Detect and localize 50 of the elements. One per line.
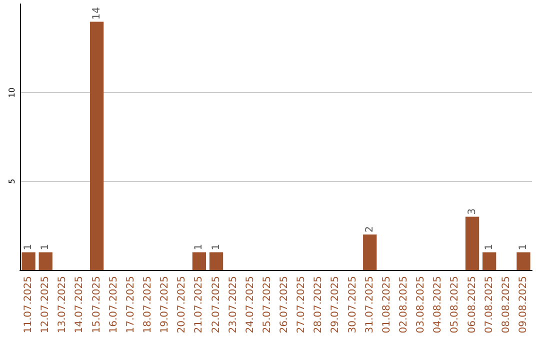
x-tick-label: 25.07.2025 — [262, 276, 273, 334]
x-tick-label: 26.07.2025 — [279, 276, 290, 334]
x-tick-label: 28.07.2025 — [313, 276, 324, 334]
x-tick-label: 24.07.2025 — [244, 276, 256, 334]
data-label: 1 — [23, 244, 34, 250]
x-tick-label: 30.07.2025 — [347, 276, 358, 334]
data-label: 2 — [364, 226, 376, 233]
x-tick-label: 15.07.2025 — [91, 276, 102, 334]
x-tick-label: 27.07.2025 — [296, 276, 308, 334]
x-tick-label: 08.08.2025 — [500, 276, 512, 334]
y-tick-label: 10 — [8, 88, 16, 98]
bar — [482, 252, 496, 270]
x-tick-label: 04.08.2025 — [432, 276, 444, 334]
bar — [209, 252, 224, 270]
x-tick-label: 19.07.2025 — [160, 276, 171, 334]
bar — [516, 252, 530, 270]
x-tick-label: 29.07.2025 — [330, 276, 342, 334]
bar — [363, 234, 377, 270]
bar — [38, 252, 52, 270]
x-tick-label: 01.08.2025 — [381, 276, 392, 334]
x-tick-label: 14.07.2025 — [74, 276, 86, 334]
bar — [192, 252, 206, 270]
data-label: 1 — [40, 244, 52, 250]
data-label: 1 — [210, 244, 222, 250]
x-tick-label: 06.08.2025 — [466, 276, 478, 334]
x-tick-label: 16.07.2025 — [108, 276, 120, 334]
data-label: 14 — [91, 7, 102, 20]
x-tick-label: 03.08.2025 — [416, 276, 427, 334]
x-tick-label: 31.07.2025 — [364, 276, 376, 334]
x-tick-label: 23.07.2025 — [228, 276, 239, 334]
data-label: 3 — [466, 208, 478, 215]
x-tick-label: 22.07.2025 — [210, 276, 222, 334]
x-tick-label: 17.07.2025 — [125, 276, 136, 334]
bar — [465, 216, 480, 270]
x-tick-label: 02.08.2025 — [398, 276, 410, 334]
x-tick-label: 09.08.2025 — [518, 276, 529, 334]
x-tick-label: 11.07.2025 — [23, 276, 34, 334]
bar — [22, 252, 36, 270]
y-tick-label: 5 — [8, 178, 16, 184]
x-tick-label: 21.07.2025 — [194, 276, 205, 334]
x-tick-label: 07.08.2025 — [484, 276, 495, 334]
data-label: 1 — [484, 244, 495, 250]
x-tick-label: 12.07.2025 — [40, 276, 52, 334]
data-label: 1 — [194, 244, 205, 250]
x-tick-label: 13.07.2025 — [57, 276, 68, 334]
x-tick-label: 05.08.2025 — [450, 276, 461, 334]
x-tick-label: 20.07.2025 — [176, 276, 188, 334]
data-label: 1 — [518, 244, 529, 250]
x-tick-label: 18.07.2025 — [142, 276, 154, 334]
bar — [90, 22, 104, 270]
